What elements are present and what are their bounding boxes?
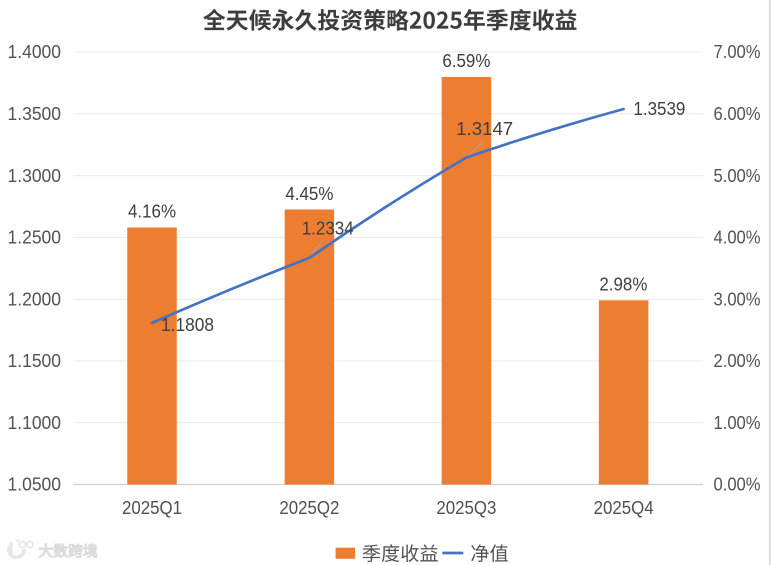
svg-text:6.59%: 6.59% xyxy=(442,51,490,71)
svg-text:5.00%: 5.00% xyxy=(714,165,761,186)
svg-text:4.45%: 4.45% xyxy=(285,184,333,204)
svg-text:6.00%: 6.00% xyxy=(714,103,761,124)
svg-text:1.2334: 1.2334 xyxy=(302,218,354,238)
svg-text:0.00%: 0.00% xyxy=(714,474,761,495)
svg-text:2.98%: 2.98% xyxy=(599,274,647,294)
svg-text:2.00%: 2.00% xyxy=(714,350,761,371)
svg-text:1.3000: 1.3000 xyxy=(8,165,62,186)
svg-text:1.2500: 1.2500 xyxy=(8,227,62,248)
svg-text:1.1000: 1.1000 xyxy=(8,412,62,433)
svg-text:1.00%: 1.00% xyxy=(714,412,761,433)
svg-text:1.1500: 1.1500 xyxy=(8,350,62,371)
svg-text:1.3500: 1.3500 xyxy=(8,103,62,124)
svg-text:1.4000: 1.4000 xyxy=(8,41,62,62)
svg-text:3.00%: 3.00% xyxy=(714,288,761,309)
svg-text:7.00%: 7.00% xyxy=(714,41,761,62)
svg-text:1.2000: 1.2000 xyxy=(8,288,62,309)
svg-text:1.3539: 1.3539 xyxy=(633,99,685,119)
svg-text:2025Q3: 2025Q3 xyxy=(436,498,496,518)
svg-text:1.0500: 1.0500 xyxy=(8,474,62,495)
svg-text:2025Q1: 2025Q1 xyxy=(122,498,182,518)
svg-text:1.3147: 1.3147 xyxy=(456,119,513,139)
svg-text:4.00%: 4.00% xyxy=(714,227,761,248)
svg-text:2025Q2: 2025Q2 xyxy=(279,498,339,518)
svg-text:2025Q4: 2025Q4 xyxy=(594,498,654,518)
svg-text:1.1808: 1.1808 xyxy=(161,315,214,335)
svg-text:4.16%: 4.16% xyxy=(128,201,176,221)
